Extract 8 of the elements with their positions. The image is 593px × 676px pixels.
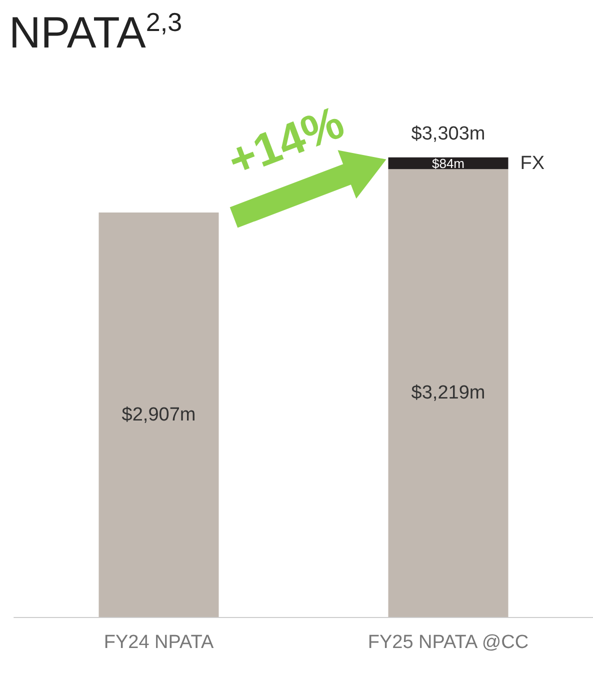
x-tick-label: FY25 NPATA @CC (368, 632, 529, 653)
data-label: $3,219m (411, 382, 486, 404)
series-label: FX (520, 152, 545, 174)
total-label: $3,303m (411, 123, 486, 144)
x-tick-label: FY24 NPATA (104, 632, 214, 653)
data-label: $84m (432, 156, 465, 171)
data-label: $2,907m (122, 404, 196, 426)
annotation: +14% (220, 96, 351, 187)
